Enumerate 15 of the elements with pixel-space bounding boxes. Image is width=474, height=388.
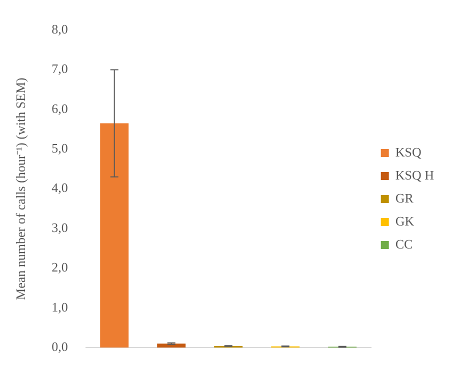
legend-label: KSQ <box>395 144 422 160</box>
legend-label: GK <box>395 213 415 228</box>
y-axis-title: Mean number of calls (hour⁻¹) (with SEM) <box>13 78 28 300</box>
y-tick-label: 5,0 <box>52 140 68 156</box>
y-tick-label: 8,0 <box>52 21 68 36</box>
legend-label: GR <box>395 190 414 206</box>
y-tick-label: 4,0 <box>52 180 68 196</box>
legend-label: KSQ H <box>395 167 434 182</box>
legend-label: CC <box>395 236 413 252</box>
y-tick-label: 0,0 <box>52 339 68 354</box>
y-tick-label: 6,0 <box>52 100 68 116</box>
y-tick-label: 7,0 <box>52 61 68 76</box>
y-tick-label: 1,0 <box>52 299 68 314</box>
y-tick-label: 2,0 <box>52 260 68 275</box>
y-tick-label: 3,0 <box>52 220 68 235</box>
